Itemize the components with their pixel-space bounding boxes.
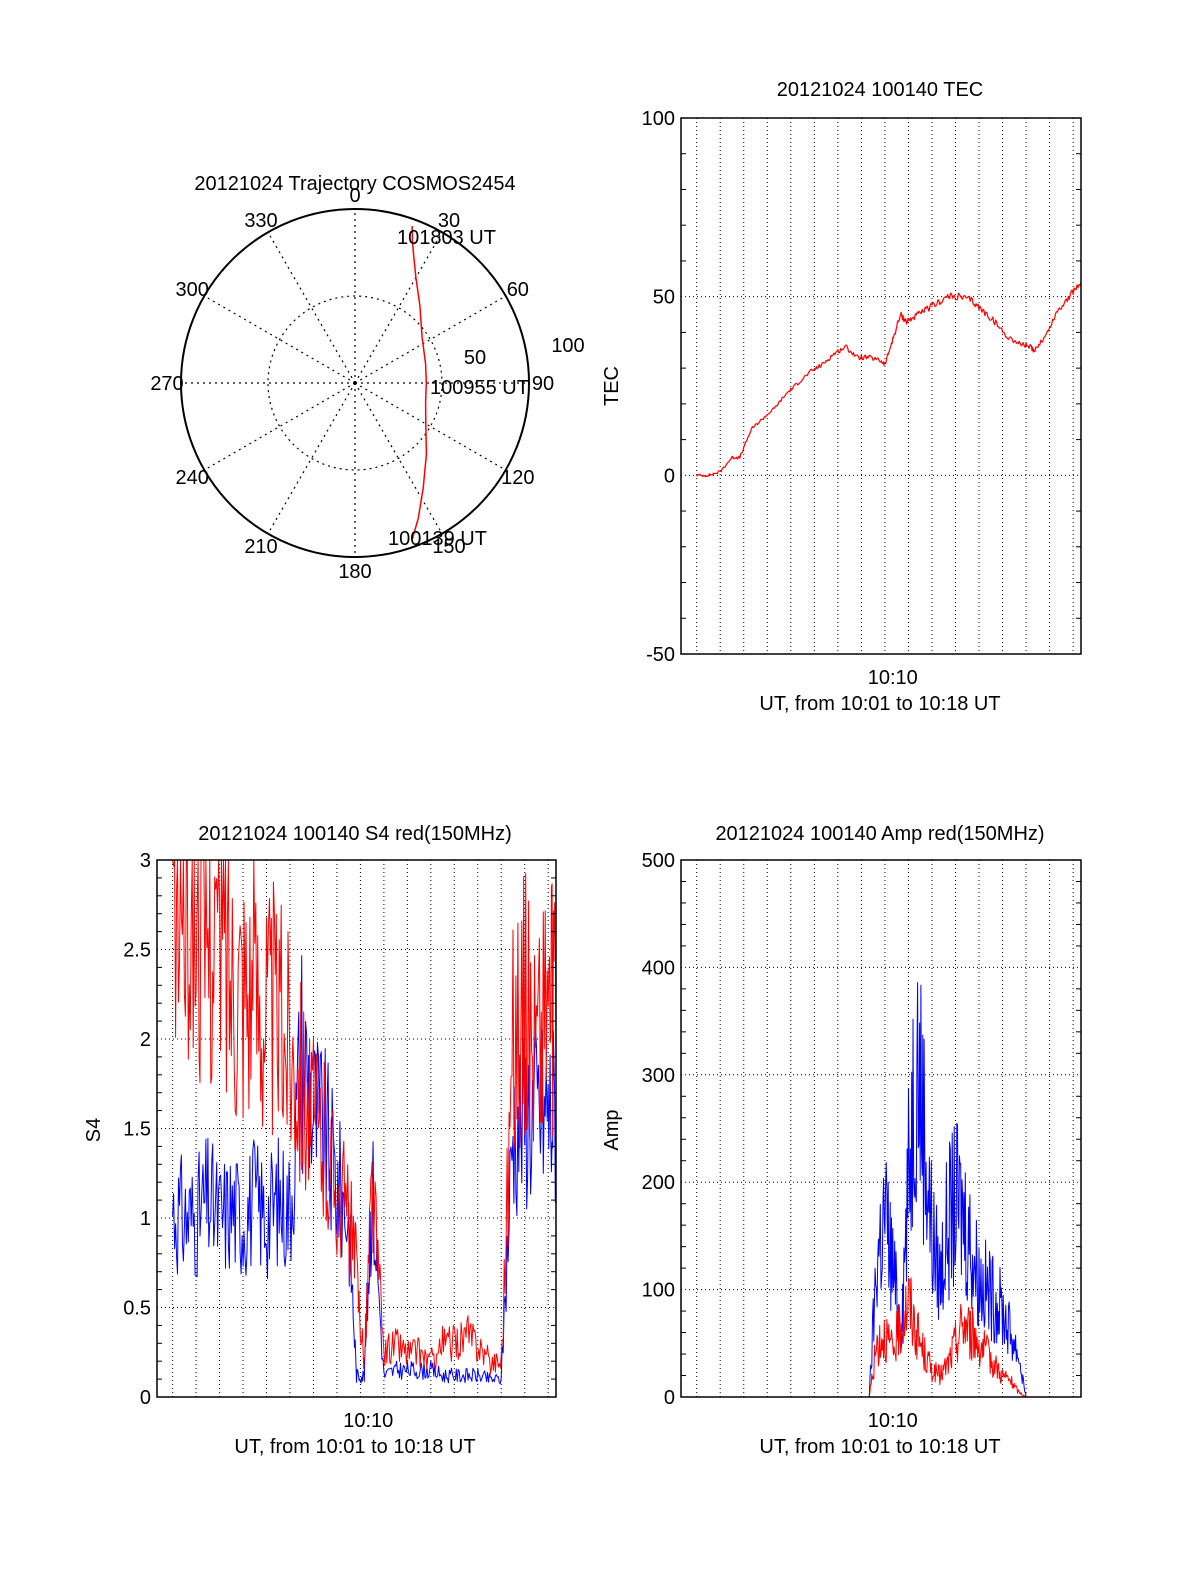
polar-angle-label: 240: [175, 467, 208, 489]
s4-ylabel: S4: [83, 1118, 105, 1142]
polar-angle-label: 0: [349, 185, 360, 207]
y-tick-label: 500: [642, 850, 675, 872]
y-tick-label: 1: [140, 1208, 151, 1230]
plot-frame: [680, 859, 1082, 1398]
polar-spoke: [354, 382, 506, 471]
polar-end-label: 101803 UT: [397, 227, 496, 249]
x-tick-label: 10:10: [868, 667, 918, 689]
tec-panel: 20121024 100140 TEC -50 0 50 100 10:10 UT, f…: [601, 79, 1082, 715]
polar-start-label: 100139 UT: [388, 528, 487, 550]
y-tick-label: 100: [642, 108, 675, 130]
y-tick-label: 200: [642, 1172, 675, 1194]
tec-plot: -50 0 50 100 10:10: [642, 108, 1082, 689]
series-line: [172, 859, 557, 1375]
polar-spoke: [267, 382, 356, 534]
y-tick-label: 0: [140, 1387, 151, 1409]
y-tick-label: -50: [646, 644, 675, 666]
polar-track: [411, 225, 428, 541]
amp-xlabel: UT, from 10:01 to 10:18 UT: [759, 1436, 1000, 1458]
y-tick-label: 0.5: [123, 1298, 151, 1320]
plot-frame: [156, 859, 557, 1398]
y-tick-label: 2.5: [123, 940, 151, 962]
polar-mid-label: 100955 UT: [430, 377, 529, 399]
polar-angle-label: 210: [244, 536, 277, 558]
series-line: [681, 1277, 1081, 1398]
y-tick-label: 400: [642, 957, 675, 979]
polar-panel: 20121024 Trajectory COSMOS2454 0 30 60 90 12…: [150, 173, 584, 583]
polar-angle-label: 30: [438, 210, 460, 232]
polar-angle-label: 300: [175, 279, 208, 301]
polar-spoke: [204, 295, 356, 384]
plot-frame: [680, 117, 1082, 655]
polar-angle-labels: 0 30 60 90 120 150 180 210 240 270 300 330: [150, 185, 554, 583]
y-tick-label: 2: [140, 1029, 151, 1051]
x-tick-label: 10:10: [343, 1410, 393, 1432]
polar-spoke: [267, 232, 356, 384]
amp-plot: 0 100 200 300 400 500 10:10: [642, 850, 1082, 1432]
polar-angle-label: 60: [507, 279, 529, 301]
tec-ylabel: TEC: [601, 366, 623, 406]
polar-radial-label: 100: [551, 335, 584, 357]
polar-radial-labels: 50 100: [464, 335, 585, 369]
s4-plot: 0 0.5 1 1.5 2 2.5 3 10:10: [123, 850, 557, 1432]
polar-spoke: [354, 232, 443, 384]
series-line: [681, 982, 1081, 1398]
x-tick-label: 10:10: [868, 1410, 918, 1432]
s4-panel: 20121024 100140 S4 red(150MHz) 0 0.5 1 1.5 2…: [83, 823, 557, 1458]
tec-title: 20121024 100140 TEC: [777, 79, 983, 101]
y-tick-label: 1.5: [123, 1119, 151, 1141]
series-line: [172, 955, 557, 1385]
polar-angle-label: 270: [150, 373, 183, 395]
amp-ylabel: Amp: [601, 1109, 623, 1150]
y-tick-label: 50: [653, 287, 675, 309]
y-tick-label: 100: [642, 1280, 675, 1302]
polar-angle-label: 150: [432, 536, 465, 558]
y-tick-label: 300: [642, 1065, 675, 1087]
polar-grid: [180, 208, 530, 558]
polar-spoke: [354, 295, 506, 384]
polar-ring-50: [267, 295, 443, 471]
amp-panel: 20121024 100140 Amp red(150MHz) 0 100 200 3…: [601, 823, 1082, 1458]
polar-title: 20121024 Trajectory COSMOS2454: [194, 173, 515, 195]
polar-angle-label: 180: [338, 561, 371, 583]
polar-angle-label: 330: [244, 210, 277, 232]
polar-angle-label: 120: [501, 467, 534, 489]
polar-radial-label: 50: [464, 347, 486, 369]
polar-track-line: [411, 225, 428, 541]
series-line: [696, 282, 1082, 478]
y-tick-label: 3: [140, 850, 151, 872]
y-tick-label: 0: [664, 465, 675, 487]
polar-spoke: [354, 382, 443, 534]
tec-xlabel: UT, from 10:01 to 10:18 UT: [759, 693, 1000, 715]
polar-spoke: [204, 382, 356, 471]
amp-title: 20121024 100140 Amp red(150MHz): [715, 823, 1044, 845]
y-tick-label: 0: [664, 1387, 675, 1409]
s4-xlabel: UT, from 10:01 to 10:18 UT: [234, 1436, 475, 1458]
polar-angle-label: 90: [532, 373, 554, 395]
s4-title: 20121024 100140 S4 red(150MHz): [198, 823, 512, 845]
polar-outer-circle: [180, 208, 530, 558]
